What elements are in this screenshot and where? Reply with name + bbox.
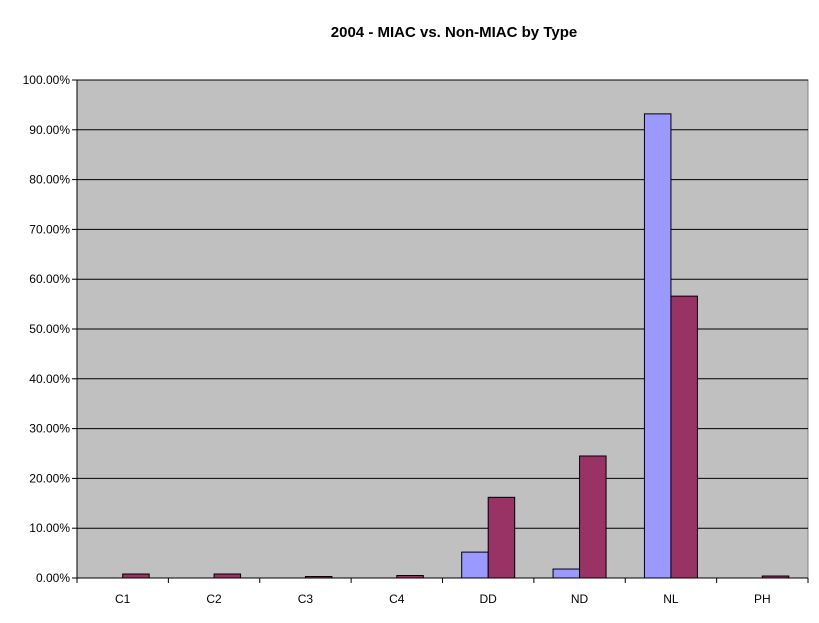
x-tick-label: NL: [663, 592, 679, 606]
bar-nl-series-1: [643, 113, 672, 579]
x-tick-label: C1: [115, 592, 131, 606]
bar-dd-series-2: [487, 496, 516, 579]
bars: [122, 113, 790, 579]
y-tick-label: 80.00%: [29, 173, 70, 187]
x-tick-label: C2: [206, 592, 222, 606]
y-tick-label: 100.00%: [23, 73, 71, 87]
x-tick-labels: C1 C2 C3 C4 DD ND NL PH: [115, 592, 771, 606]
y-tick-label: 10.00%: [29, 521, 70, 535]
y-tick-label: 40.00%: [29, 372, 70, 386]
x-tick-label: C3: [298, 592, 314, 606]
bar-nd-series-1: [552, 568, 581, 579]
y-tick-label: 90.00%: [29, 123, 70, 137]
y-tick-label: 0.00%: [36, 571, 70, 585]
x-tick-label: ND: [571, 592, 589, 606]
y-tick-label: 70.00%: [29, 222, 70, 236]
bar-c1-series-2: [122, 573, 150, 579]
bar-c2-series-2: [213, 573, 242, 579]
y-tick-labels: 0.00% 10.00% 20.00% 30.00% 40.00% 50.00% 60.00…: [23, 73, 71, 585]
x-tick-label: DD: [480, 592, 498, 606]
x-tick-label: C4: [389, 592, 405, 606]
x-tick-label: PH: [754, 592, 771, 606]
y-tick-label: 50.00%: [29, 322, 70, 336]
bar-nl-series-2: [670, 295, 698, 579]
chart-title: 2004 - MIAC vs. Non-MIAC by Type: [331, 24, 577, 41]
y-tick-label: 30.00%: [29, 422, 70, 436]
axes: [72, 79, 809, 583]
y-tick-label: 60.00%: [29, 272, 70, 286]
bar-dd-series-1: [461, 551, 489, 579]
y-tick-label: 20.00%: [29, 471, 70, 485]
bar-nd-series-2: [579, 455, 607, 579]
